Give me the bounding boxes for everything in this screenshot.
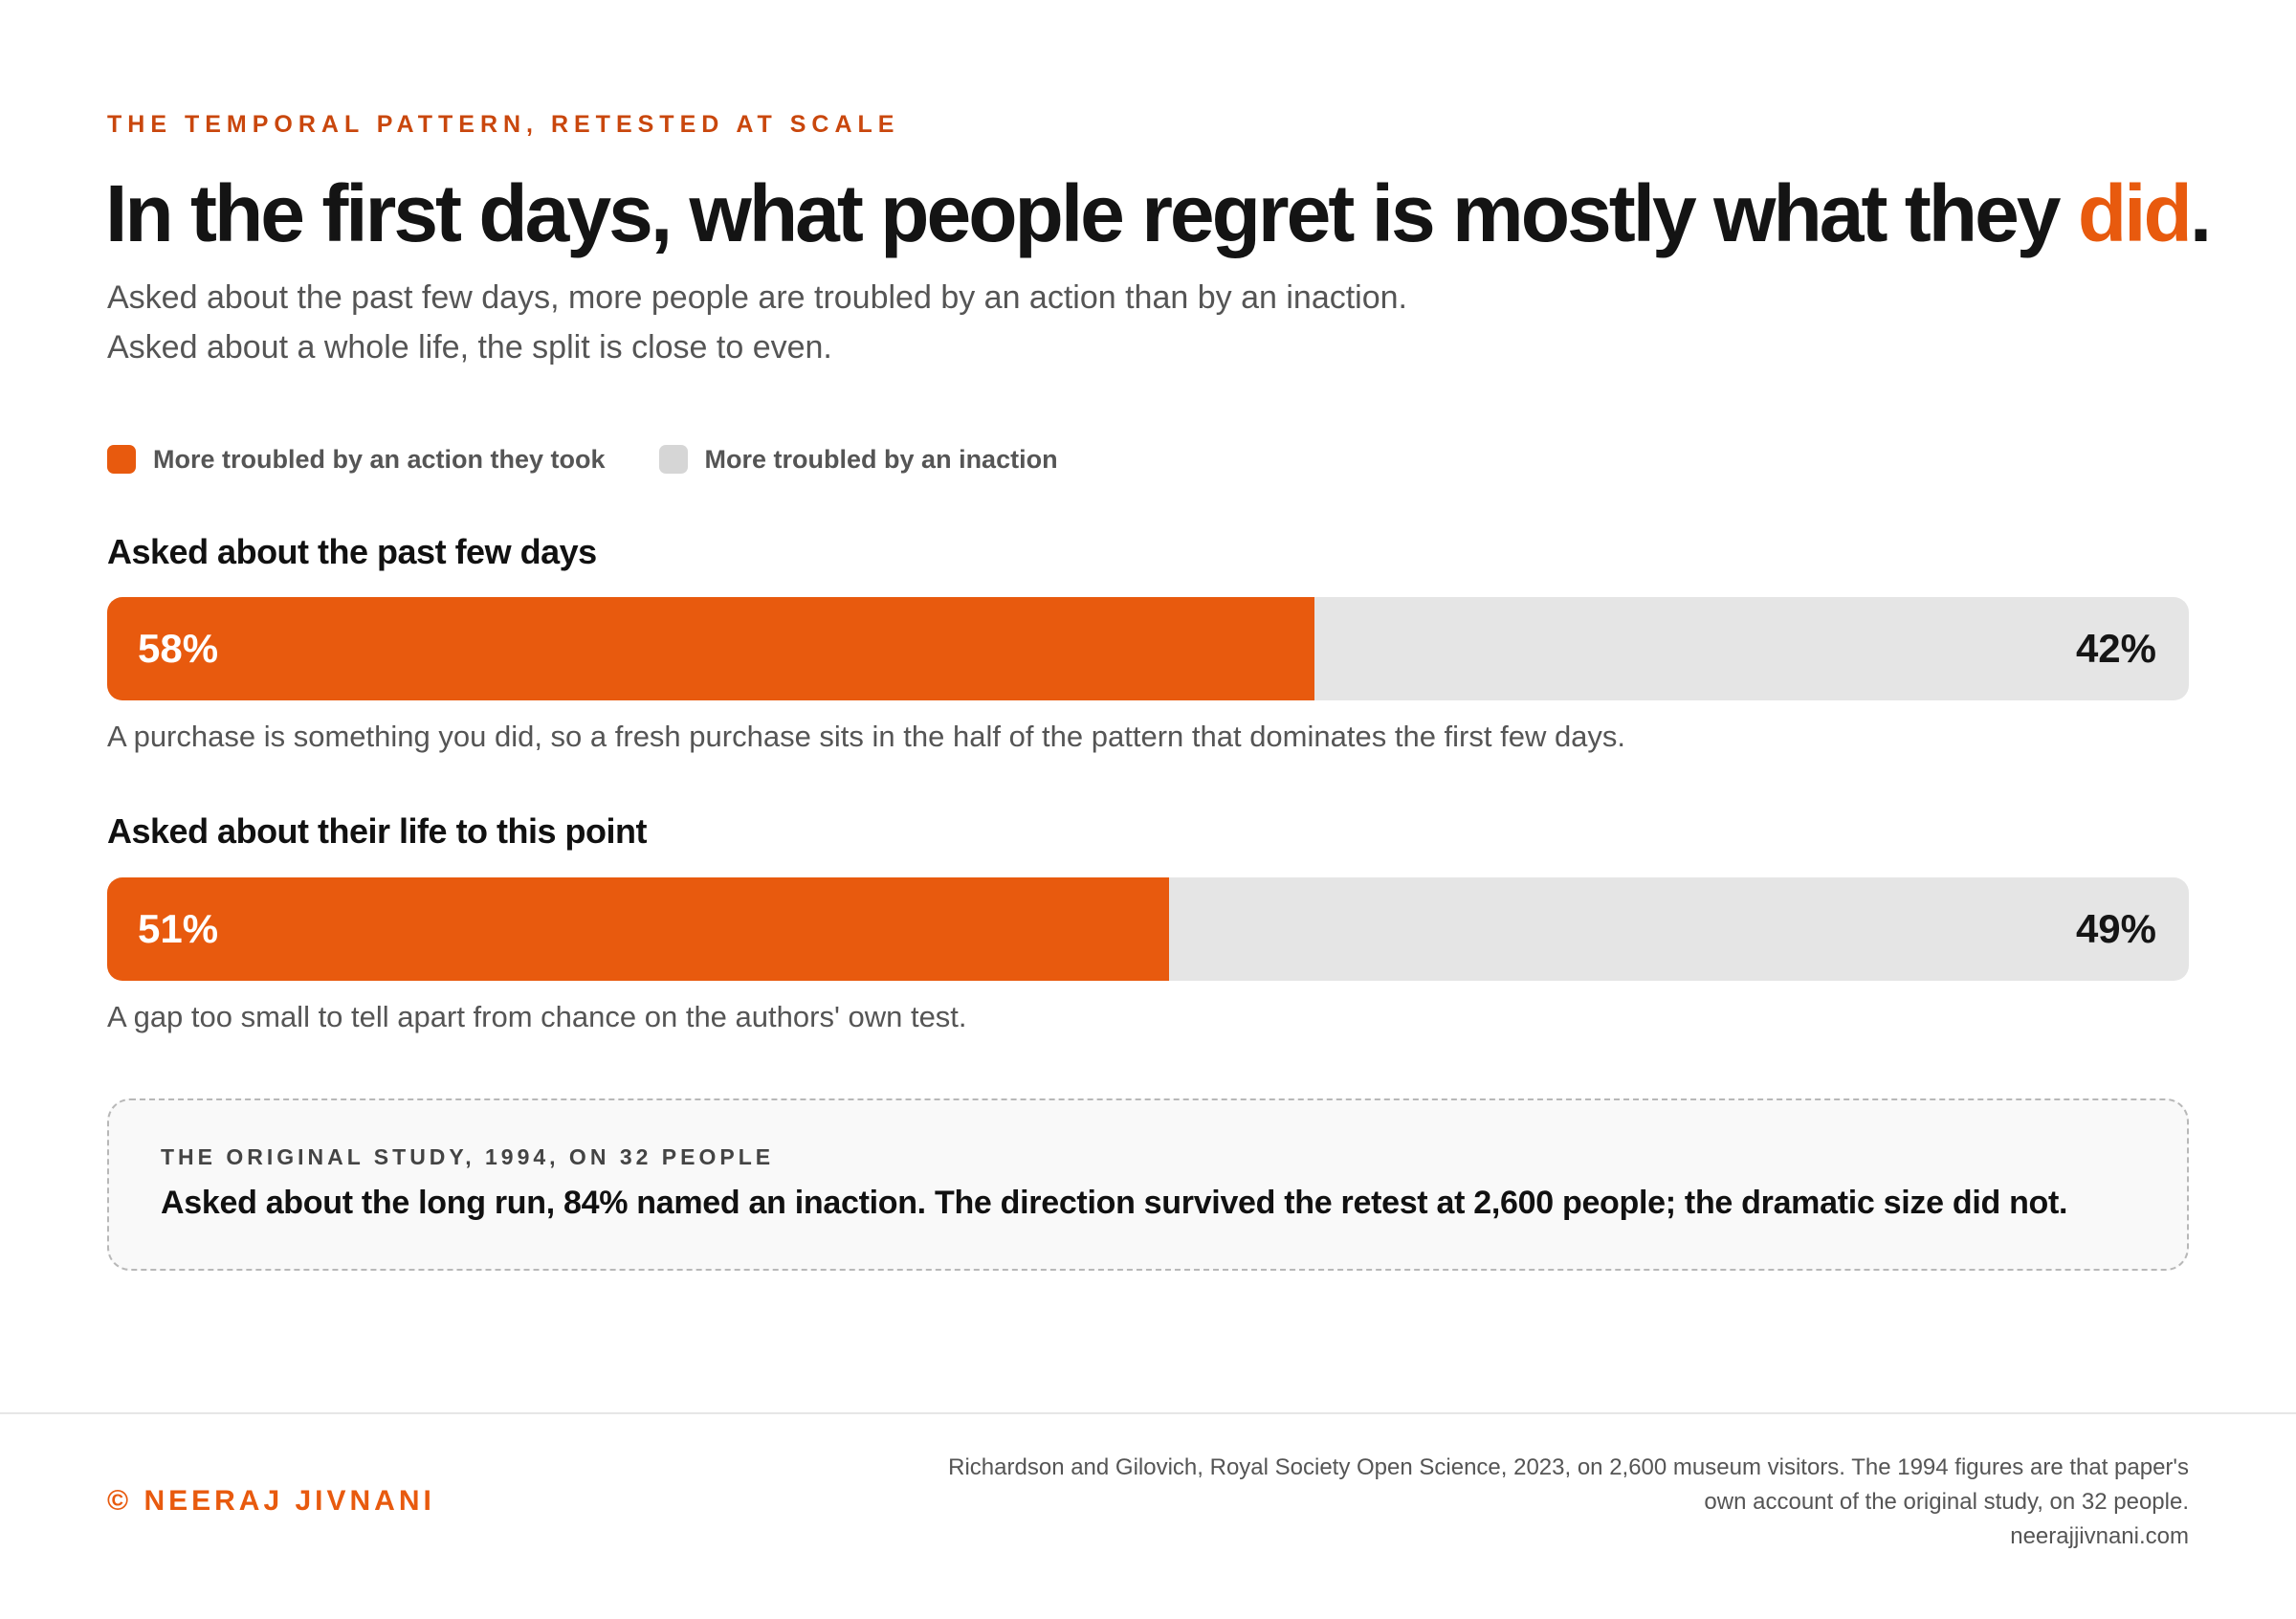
title-lead: In the first days, what people regret is…	[105, 168, 2078, 258]
bar-track-past-few-days: 58% 42%	[107, 597, 2189, 700]
subtitle: Asked about the past few days, more peop…	[107, 273, 1733, 372]
bar-value-action-life-to-this-point: 51%	[138, 906, 219, 951]
title-tail: .	[2189, 168, 2212, 258]
copyright-credit: © NEERAJ JIVNANI	[107, 1485, 435, 1517]
source-line-1: Richardson and Gilovich, Royal Society O…	[948, 1454, 2189, 1480]
legend-item-action: More troubled by an action they took	[107, 445, 606, 475]
callout-kicker: THE ORIGINAL STUDY, 1994, ON 32 PEOPLE	[161, 1144, 775, 1169]
subtitle-line-2: Asked about a whole life, the split is c…	[107, 329, 832, 366]
bar-note-past-few-days: A purchase is something you did, so a fr…	[107, 720, 1626, 753]
source-line-2: own account of the original study, on 32…	[1704, 1489, 2189, 1515]
page-title: In the first days, what people regret is…	[105, 161, 2212, 266]
legend-label-action: More troubled by an action they took	[153, 444, 606, 474]
group-title-life-to-this-point: Asked about their life to this point	[107, 811, 648, 851]
group-title-past-few-days: Asked about the past few days	[107, 532, 597, 571]
original-study-callout: THE ORIGINAL STUDY, 1994, ON 32 PEOPLE A…	[107, 1098, 2189, 1271]
legend-swatch-inaction	[658, 445, 688, 474]
bar-segment-action-life-to-this-point	[107, 877, 1169, 981]
bar-value-inaction-life-to-this-point: 49%	[2075, 906, 2156, 951]
bar-segment-action-past-few-days	[107, 597, 1315, 700]
chart-legend: More troubled by an action they took Mor…	[107, 442, 1112, 477]
eyebrow-label: THE TEMPORAL PATTERN, RETESTED AT SCALE	[107, 111, 900, 138]
legend-item-inaction: More troubled by an inaction	[658, 444, 1058, 475]
bar-value-action-past-few-days: 58%	[138, 626, 219, 671]
callout-body: Asked about the long run, 84% named an i…	[161, 1185, 2068, 1221]
bar-value-inaction-past-few-days: 42%	[2075, 626, 2156, 671]
bar-note-life-to-this-point: A gap too small to tell apart from chanc…	[107, 1000, 967, 1033]
subtitle-line-1: Asked about the past few days, more peop…	[107, 279, 1407, 316]
footer-divider	[0, 1412, 2296, 1414]
title-accent-word: did	[2077, 168, 2193, 258]
legend-label-inaction: More troubled by an inaction	[704, 444, 1058, 474]
legend-swatch-action	[107, 445, 136, 474]
source-note: Richardson and Gilovich, Royal Society O…	[754, 1451, 2189, 1554]
website-link[interactable]: neerajjivnani.com	[2010, 1523, 2189, 1549]
bar-track-life-to-this-point: 51% 49%	[107, 877, 2189, 981]
